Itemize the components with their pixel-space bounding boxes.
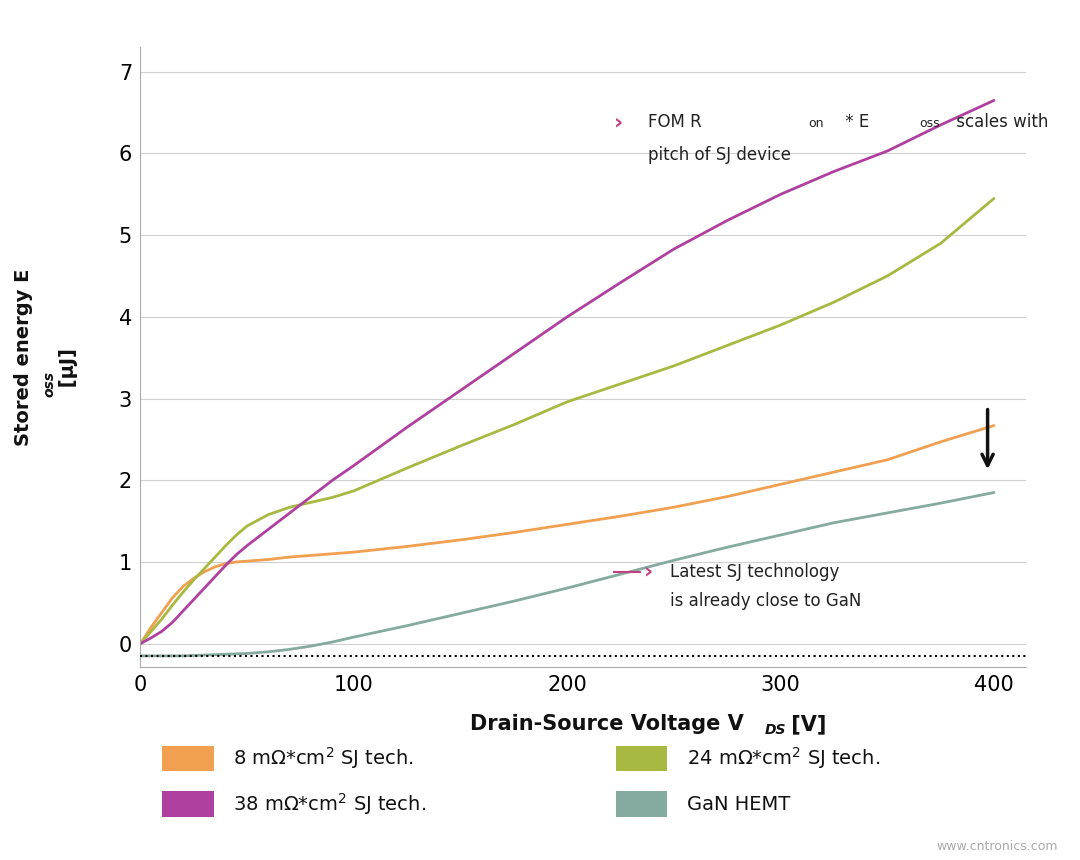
Text: [μJ]: [μJ] <box>58 348 78 395</box>
Text: pitch of SJ device: pitch of SJ device <box>648 146 792 164</box>
Text: ›: › <box>615 113 623 132</box>
Text: Latest SJ technology: Latest SJ technology <box>670 562 839 581</box>
Text: is already close to GaN: is already close to GaN <box>670 593 861 610</box>
Text: GaN HEMT: GaN HEMT <box>687 795 791 814</box>
Text: FOM R: FOM R <box>648 114 702 132</box>
Text: on: on <box>808 117 824 130</box>
Text: [V]: [V] <box>784 714 826 734</box>
Text: Drain-Source Voltage V: Drain-Source Voltage V <box>470 714 743 734</box>
Text: ›: › <box>644 562 653 581</box>
Text: 24 m$\Omega$*cm$^2$ SJ tech.: 24 m$\Omega$*cm$^2$ SJ tech. <box>687 746 880 771</box>
Text: DS: DS <box>765 723 786 737</box>
Text: Stored energy E: Stored energy E <box>14 268 33 445</box>
Text: oss: oss <box>43 372 56 397</box>
Text: oss: oss <box>919 117 940 130</box>
Text: www.cntronics.com: www.cntronics.com <box>937 840 1058 853</box>
Text: 38 m$\Omega$*cm$^2$ SJ tech.: 38 m$\Omega$*cm$^2$ SJ tech. <box>233 791 427 817</box>
Text: * E: * E <box>840 114 869 132</box>
Text: scales with: scales with <box>951 114 1049 132</box>
Text: 8 m$\Omega$*cm$^2$ SJ tech.: 8 m$\Omega$*cm$^2$ SJ tech. <box>233 746 414 771</box>
